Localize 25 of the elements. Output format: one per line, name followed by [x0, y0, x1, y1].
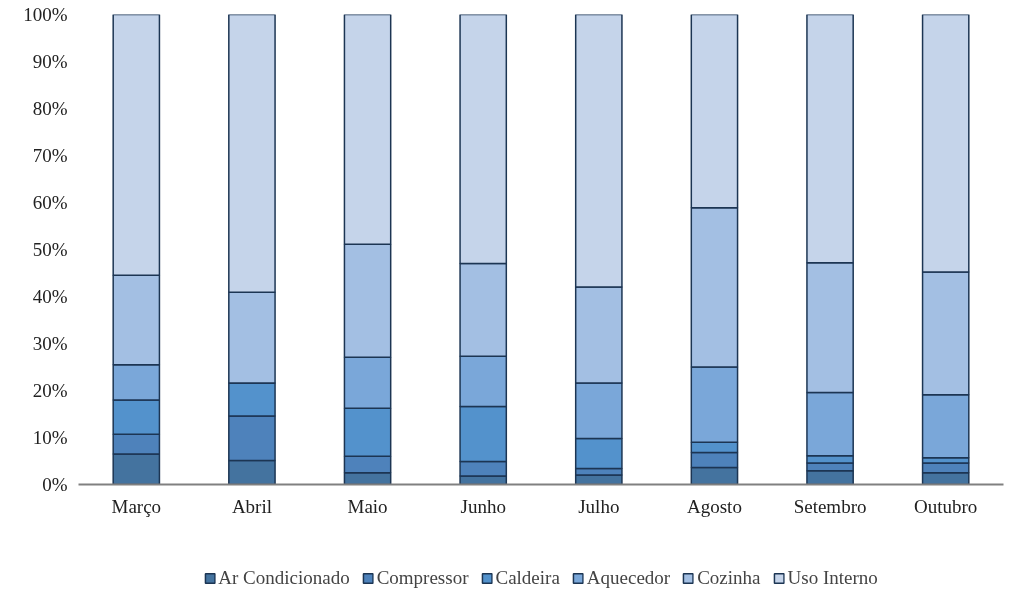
x-tick-label: Setembro [793, 495, 867, 517]
y-tick-label: 30% [32, 333, 68, 354]
legend-label: Aquecedor [586, 567, 671, 589]
y-tick-label: 40% [32, 286, 68, 307]
y-tick-label: 70% [32, 145, 68, 166]
x-tick-label: Abril [231, 495, 272, 517]
y-tick-label: 80% [32, 98, 68, 119]
x-tick-label: Maio [347, 495, 388, 517]
y-tick-label: 20% [32, 380, 68, 401]
y-tick-label: 90% [32, 51, 68, 72]
x-tick-label: Março [111, 495, 162, 517]
y-tick-label: 50% [32, 239, 68, 260]
x-tick-label: Agosto [686, 495, 742, 517]
x-tick-label: Outubro [914, 495, 978, 517]
y-tick-label: 100% [23, 4, 68, 25]
x-tick-label: Junho [460, 495, 506, 517]
legend-label: Uso Interno [787, 567, 878, 589]
y-tick-label: 0% [42, 474, 68, 495]
y-tick-label: 60% [32, 192, 68, 213]
x-tick-label: Julho [578, 495, 620, 517]
legend-label: Cozinha [697, 567, 761, 589]
y-tick-label: 10% [32, 427, 68, 448]
legend-label: Caldeira [495, 567, 560, 589]
legend-label: Compressor [376, 567, 469, 589]
legend-label: Ar Condicionado [218, 567, 350, 589]
